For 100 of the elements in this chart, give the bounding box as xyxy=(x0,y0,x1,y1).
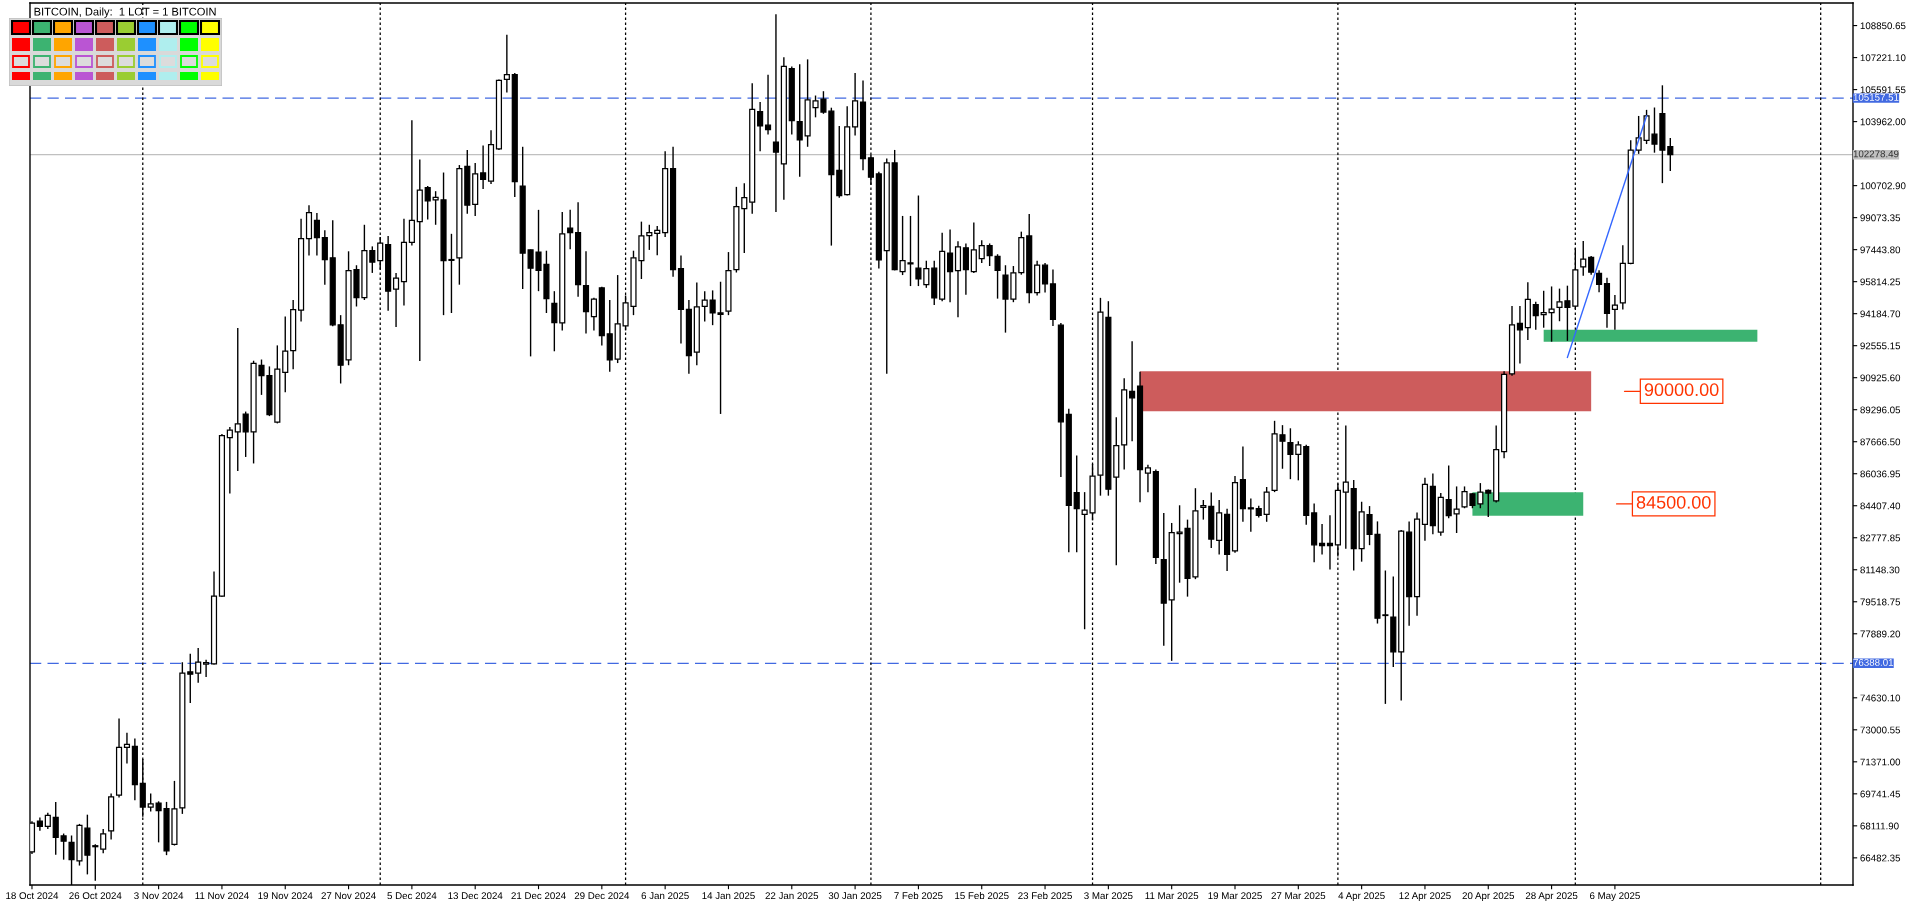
y-tick-label: 108850.65 xyxy=(1860,22,1906,30)
candlestick xyxy=(195,647,202,684)
candlestick xyxy=(313,212,320,257)
candlestick xyxy=(551,290,558,352)
candlestick xyxy=(970,221,977,274)
y-tick-label: 92555.15 xyxy=(1860,342,1901,350)
y-tick-label: 73000.55 xyxy=(1860,726,1901,734)
x-tick-label: 20 Apr 2025 xyxy=(1462,892,1515,902)
x-tick-label: 22 Jan 2025 xyxy=(765,892,819,900)
candlestick xyxy=(654,225,661,256)
annotation: 90000.00 xyxy=(1644,383,1719,397)
candlestick xyxy=(772,13,780,213)
x-tick-label: 27 Nov 2024 xyxy=(321,892,376,900)
chart-title: BITCOIN, Daily: 1 LOT = 1 BITCOIN xyxy=(34,7,216,18)
candlestick xyxy=(203,658,210,678)
candlestick xyxy=(1326,514,1334,571)
candlestick xyxy=(590,297,597,332)
candlestick xyxy=(764,74,772,136)
candlestick xyxy=(1611,294,1618,331)
y-tick-label: 84407.40 xyxy=(1860,502,1901,510)
y-tick-label: 95814.25 xyxy=(1860,278,1901,286)
candlestick xyxy=(52,801,59,856)
y-tick-label: 97443.80 xyxy=(1860,246,1901,254)
x-tick-label: 15 Feb 2025 xyxy=(955,891,1009,900)
candlestick xyxy=(282,315,289,394)
x-tick-label: 18 Oct 2024 xyxy=(6,892,59,900)
candlestick xyxy=(147,792,154,813)
candlestick xyxy=(1318,523,1326,556)
y-tick-label: 66482.35 xyxy=(1860,854,1901,862)
candlestick xyxy=(946,228,954,303)
candlestick xyxy=(1445,464,1452,519)
candlestick xyxy=(978,239,985,264)
candlestick xyxy=(424,185,431,221)
y-tick-label: 74630.10 xyxy=(1860,694,1901,702)
y-tick-label: 105591.55 xyxy=(1860,86,1906,94)
candlestick xyxy=(503,33,510,94)
x-tick-label: 19 Nov 2024 xyxy=(258,892,313,900)
x-tick-label: 30 Jan 2025 xyxy=(828,892,882,900)
y-tick-label: 71371.00 xyxy=(1860,758,1901,766)
candlestick xyxy=(1263,486,1270,523)
candlestick xyxy=(1667,137,1674,172)
x-tick-label: 7 Feb 2025 xyxy=(894,891,943,900)
y-tick-label: 100702.90 xyxy=(1860,182,1906,190)
candlestick xyxy=(741,182,748,254)
candlestick xyxy=(796,63,803,178)
candlestick xyxy=(392,272,400,328)
x-tick-label: 23 Feb 2025 xyxy=(1018,891,1072,900)
x-tick-label: 13 Dec 2024 xyxy=(448,892,503,900)
candlestick xyxy=(321,229,328,286)
candlestick xyxy=(234,327,241,472)
x-tick-label: 29 Dec 2024 xyxy=(574,892,630,900)
ref-line-label: 102278.49 xyxy=(1853,150,1899,158)
x-tick-label: 6 May 2025 xyxy=(1590,892,1640,902)
candlestick xyxy=(962,242,969,296)
x-tick-label: 26 Oct 2024 xyxy=(69,892,122,900)
x-tick-label: 27 Mar 2025 xyxy=(1271,892,1326,900)
y-tick-label: 69741.45 xyxy=(1860,790,1901,798)
candlestick xyxy=(1453,485,1460,534)
candlestick xyxy=(187,653,194,704)
y-tick-label: 87666.50 xyxy=(1860,438,1901,446)
candlestick xyxy=(1200,499,1207,521)
x-tick-label: 21 Dec 2024 xyxy=(511,892,566,900)
y-tick-label: 82777.85 xyxy=(1860,534,1901,542)
candlestick xyxy=(1073,454,1080,553)
x-tick-label: 6 Jan 2025 xyxy=(641,892,689,900)
x-tick-label: 3 Mar 2025 xyxy=(1084,892,1133,900)
candlestick xyxy=(1485,488,1492,518)
x-tick-label: 4 Apr 2025 xyxy=(1338,892,1385,902)
x-tick-label: 12 Apr 2025 xyxy=(1399,892,1451,902)
y-tick-label: 77889.20 xyxy=(1860,630,1901,638)
x-tick-label: 11 Mar 2025 xyxy=(1145,892,1199,900)
y-tick-label: 79518.75 xyxy=(1860,598,1901,606)
candlestick xyxy=(123,732,131,765)
y-tick-label: 68111.90 xyxy=(1860,822,1899,830)
x-tick-label: 11 Nov 2024 xyxy=(195,892,249,900)
y-tick-label: 94184.70 xyxy=(1860,310,1901,318)
candlestick xyxy=(226,426,233,495)
y-tick-label: 90925.60 xyxy=(1860,374,1901,382)
candlestick xyxy=(408,119,415,247)
candlestick xyxy=(1247,497,1254,533)
candlestick xyxy=(994,253,1001,300)
candlestick xyxy=(701,290,708,323)
candlestick xyxy=(100,828,107,854)
candlestick xyxy=(954,240,962,318)
annotation: 84500.00 xyxy=(1636,495,1711,509)
candlestick xyxy=(986,242,993,267)
x-tick-label: 3 Nov 2024 xyxy=(134,892,184,900)
y-tick-label: 99073.35 xyxy=(1860,214,1901,222)
x-tick-label: 28 Apr 2025 xyxy=(1525,892,1578,902)
ref-line-label: 76388.01 xyxy=(1853,658,1894,666)
candlestick xyxy=(1532,301,1539,331)
candlestick xyxy=(1580,240,1587,277)
y-tick-label: 86036.95 xyxy=(1860,470,1901,478)
candlestick xyxy=(480,144,487,190)
y-tick-label: 81148.30 xyxy=(1860,566,1900,574)
candlestick xyxy=(60,832,67,861)
candlestick xyxy=(1588,255,1595,276)
candlestick xyxy=(1129,340,1136,442)
y-tick-label: 107221.10 xyxy=(1860,54,1906,62)
candlestick xyxy=(369,245,376,274)
